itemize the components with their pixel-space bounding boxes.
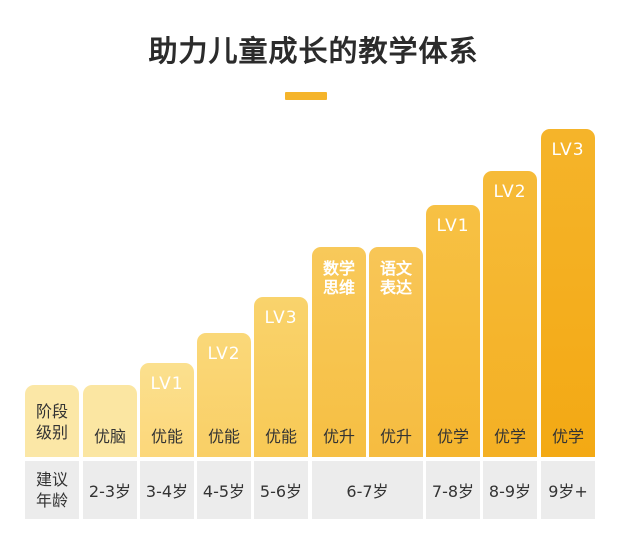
program-label: 优能 <box>264 427 297 446</box>
level-label: 语文表达 <box>379 259 412 297</box>
header-age-cell: 建议 年龄 <box>25 461 79 519</box>
age-cell: 4-5岁 <box>197 461 251 519</box>
age-cell: 5-6岁 <box>254 461 308 519</box>
level-bar-3: LV2 优能 <box>197 333 251 457</box>
age-cell: 7-8岁 <box>426 461 480 519</box>
level-label: LV1 <box>150 374 184 394</box>
program-label: 优学 <box>551 427 584 446</box>
level-label: LV3 <box>264 308 298 328</box>
program-label: 优学 <box>493 427 526 446</box>
level-bar-9: LV3 优学 <box>541 129 595 457</box>
level-bar-8: LV2 优学 <box>483 171 537 457</box>
level-bar-4: LV3 优能 <box>254 297 308 457</box>
level-label: 数学思维 <box>322 259 355 297</box>
program-label: 优升 <box>322 427 355 446</box>
level-bar-6: 语文表达 优升 <box>369 247 423 457</box>
level-label: LV2 <box>207 344 241 364</box>
level-bar-2: LV1 优能 <box>140 363 194 457</box>
program-label: 优学 <box>436 427 469 446</box>
age-cell: 9岁+ <box>541 461 595 519</box>
program-label: 优能 <box>150 427 183 446</box>
level-label: LV1 <box>436 216 470 236</box>
page-title: 助力儿童成长的教学体系 <box>148 34 479 68</box>
program-label: 优能 <box>207 427 240 446</box>
level-label: LV2 <box>493 182 527 202</box>
program-label: 优脑 <box>93 427 126 446</box>
header-level-label: 阶段 级别 <box>35 402 68 442</box>
level-bar-5: 数学思维 优升 <box>312 247 366 457</box>
age-cell: 8-9岁 <box>483 461 537 519</box>
header-level-bar: 阶段 级别 <box>25 385 79 457</box>
title-accent-bar <box>285 92 327 100</box>
level-label: LV3 <box>551 140 585 160</box>
age-cell: 2-3岁 <box>83 461 137 519</box>
level-bar-1: 优脑 <box>83 385 137 457</box>
age-cell-merged: 6-7岁 <box>312 461 423 519</box>
program-label: 优升 <box>379 427 412 446</box>
age-cell: 3-4岁 <box>140 461 194 519</box>
level-bar-7: LV1 优学 <box>426 205 480 457</box>
